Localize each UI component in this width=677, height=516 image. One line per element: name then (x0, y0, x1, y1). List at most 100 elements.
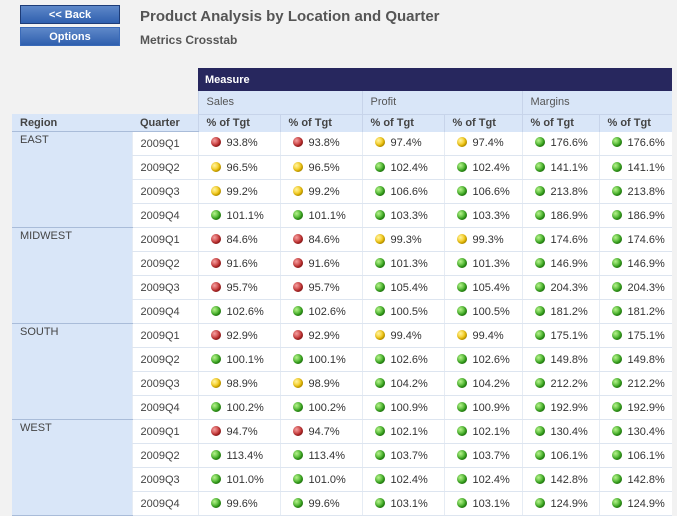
metric-value: 106.1% (627, 449, 665, 462)
metric-value: 103.7% (390, 449, 428, 462)
table-row: MIDWEST 2009Q1 84.6% 84.6% 99.3% 99.3% 174.6% 1… (12, 227, 673, 324)
green-status-icon (292, 473, 303, 484)
metric-value: 99.3% (472, 233, 504, 246)
metric-cell: 106.6% (443, 179, 522, 204)
metric-value: 93.8% (308, 137, 340, 150)
metric-value: 99.6% (226, 497, 258, 510)
metric-cell: 93.8% (197, 131, 280, 156)
metric-cell: 100.2% (279, 395, 362, 420)
metric-cell: 101.1% (279, 203, 362, 228)
metric-value: 192.9% (627, 401, 665, 414)
metric-cell: 102.4% (361, 155, 444, 180)
metric-value: 181.2% (627, 305, 665, 318)
metric-value: 146.9% (627, 257, 665, 270)
metric-value: 101.0% (308, 473, 346, 486)
green-status-icon (534, 185, 545, 196)
metric-value: 141.1% (627, 161, 665, 174)
metric-value: 105.4% (390, 281, 428, 294)
metric-cell: 98.9% (279, 371, 362, 396)
table-row: WEST 2009Q1 94.7% 94.7% 102.1% 102.1% 130.4% 13… (12, 419, 673, 516)
metric-cell: 102.1% (361, 419, 444, 444)
metric-value: 192.9% (550, 401, 588, 414)
metric-value: 176.6% (627, 137, 665, 150)
metric-cell: 176.6% (521, 131, 599, 156)
green-status-icon (611, 329, 622, 340)
metric-cell: 92.9% (197, 323, 280, 348)
quarter-label: 2009Q4 (131, 299, 198, 324)
metric-cell: 102.4% (443, 467, 522, 492)
metric-value: 95.7% (308, 281, 340, 294)
green-status-icon (611, 473, 622, 484)
metrics-crosstab: Measure Sales Profit Margins Region Quar… (12, 68, 673, 516)
table-row: 2009Q3 95.7% 95.7% 105.4% 105.4% 204.3% 204.3% (12, 275, 673, 300)
green-status-icon (611, 449, 622, 460)
red-status-icon (210, 257, 221, 268)
metric-value: 212.2% (627, 377, 665, 390)
metric-cell: 100.5% (443, 299, 522, 324)
metric-value: 175.1% (627, 329, 665, 342)
column-header-pct-tgt: % of Tgt (521, 113, 599, 132)
metric-cell: 174.6% (598, 227, 673, 252)
metric-cell: 103.3% (361, 203, 444, 228)
metric-cell: 99.2% (197, 179, 280, 204)
column-header-pct-tgt: % of Tgt (361, 113, 444, 132)
metric-cell: 186.9% (598, 203, 673, 228)
green-status-icon (534, 473, 545, 484)
quarter-label: 2009Q3 (131, 371, 198, 396)
metric-value: 100.1% (308, 353, 346, 366)
metric-value: 101.3% (390, 257, 428, 270)
page-subtitle: Metrics Crosstab (140, 33, 238, 47)
metric-cell: 99.2% (279, 179, 362, 204)
metric-value: 100.1% (226, 353, 264, 366)
metric-cell: 212.2% (521, 371, 599, 396)
green-status-icon (210, 449, 221, 460)
green-status-icon (534, 329, 545, 340)
metric-value: 124.9% (627, 497, 665, 510)
metric-value: 174.6% (627, 233, 665, 246)
region-label: SOUTH (12, 323, 132, 420)
metric-cell: 95.7% (279, 275, 362, 300)
quarter-label: 2009Q4 (131, 203, 198, 228)
quarter-label: 2009Q2 (131, 443, 198, 468)
region-label: EAST (12, 131, 132, 228)
metric-value: 204.3% (550, 281, 588, 294)
table-row: SOUTH 2009Q1 92.9% 92.9% 99.4% 99.4% 175.1% 175… (12, 323, 673, 420)
quarter-label: 2009Q1 (131, 323, 198, 348)
metric-value: 92.9% (226, 329, 258, 342)
metric-cell: 102.6% (443, 347, 522, 372)
metric-cell: 141.1% (521, 155, 599, 180)
back-button[interactable]: << Back (20, 5, 120, 24)
metric-value: 94.7% (308, 425, 340, 438)
metric-cell: 100.1% (197, 347, 280, 372)
green-status-icon (292, 353, 303, 364)
metric-value: 101.1% (226, 209, 264, 222)
options-button[interactable]: Options (20, 27, 120, 46)
green-status-icon (374, 425, 385, 436)
green-status-icon (374, 449, 385, 460)
metric-cell: 103.1% (443, 491, 522, 516)
metric-value: 181.2% (550, 305, 588, 318)
metric-cell: 175.1% (598, 323, 673, 348)
green-status-icon (456, 305, 467, 316)
green-status-icon (611, 233, 622, 244)
metric-cell: 204.3% (598, 275, 673, 300)
metric-value: 100.5% (472, 305, 510, 318)
metric-cell: 98.9% (197, 371, 280, 396)
metric-cell: 104.2% (443, 371, 522, 396)
green-status-icon (534, 137, 545, 148)
metric-value: 130.4% (627, 425, 665, 438)
metric-value: 142.8% (550, 473, 588, 486)
metric-cell: 101.3% (361, 251, 444, 276)
metric-cell: 103.3% (443, 203, 522, 228)
green-status-icon (611, 209, 622, 220)
metric-value: 95.7% (226, 281, 258, 294)
metric-value: 102.4% (390, 473, 428, 486)
green-status-icon (611, 497, 622, 508)
metric-value: 146.9% (550, 257, 588, 270)
metric-cell: 100.2% (197, 395, 280, 420)
green-status-icon (374, 497, 385, 508)
metric-cell: 130.4% (521, 419, 599, 444)
metric-value: 102.6% (390, 353, 428, 366)
metric-value: 102.4% (390, 161, 428, 174)
red-status-icon (210, 281, 221, 292)
